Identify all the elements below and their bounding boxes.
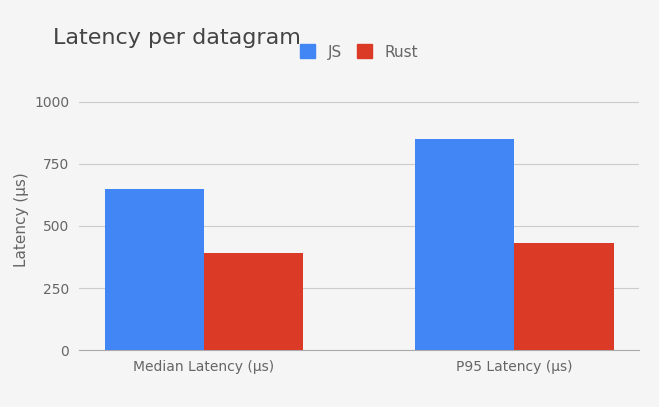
Text: Latency per datagram: Latency per datagram	[53, 28, 301, 48]
Bar	[515, 243, 614, 350]
Bar	[415, 139, 515, 350]
Legend: JS, Rust: JS, Rust	[295, 40, 423, 64]
Y-axis label: Latency (μs): Latency (μs)	[14, 173, 29, 267]
Bar	[105, 189, 204, 350]
Bar	[204, 253, 303, 350]
